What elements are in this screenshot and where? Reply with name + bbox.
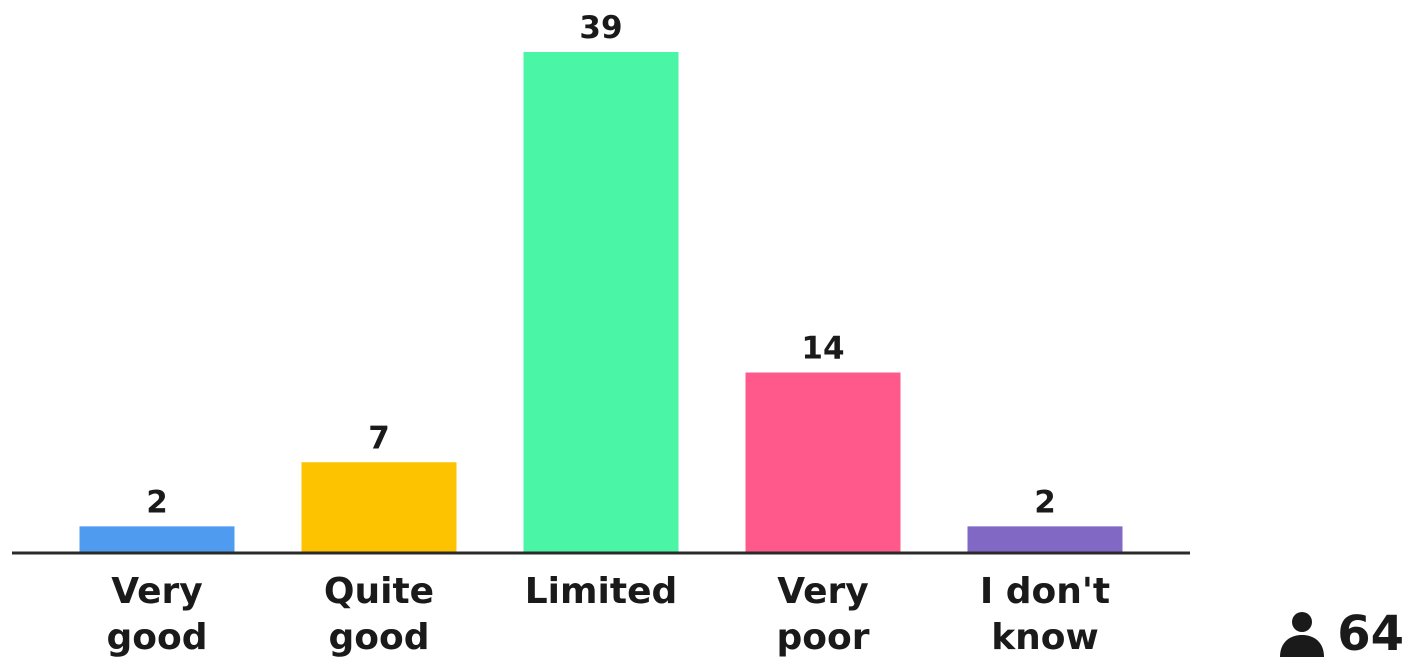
bars-group <box>79 52 1123 552</box>
bar-4 <box>967 526 1123 552</box>
value-label-1: 7 <box>368 420 390 456</box>
bar-3 <box>745 372 901 552</box>
value-label-3: 14 <box>801 331 844 367</box>
category-labels-group: Very good Quite good Limited Very poor I don't k… <box>106 571 1110 658</box>
value-label-2: 39 <box>579 10 622 46</box>
category-label-4: I don't know <box>980 571 1110 658</box>
bar-2 <box>523 52 679 552</box>
category-label-1: Quite good <box>324 571 434 658</box>
respondent-count: 64 <box>1337 606 1404 662</box>
respondent-counter: 64 <box>1277 609 1404 659</box>
category-label-2: Limited <box>525 571 678 612</box>
value-label-4: 2 <box>1034 484 1056 520</box>
value-labels-group: 2 7 39 14 2 <box>146 10 1056 520</box>
value-label-0: 2 <box>146 484 168 520</box>
bar-1 <box>301 462 457 552</box>
category-label-3: Very poor <box>777 571 870 658</box>
person-icon <box>1277 609 1327 659</box>
category-label-0: Very good <box>106 571 207 658</box>
bar-0 <box>79 526 235 552</box>
